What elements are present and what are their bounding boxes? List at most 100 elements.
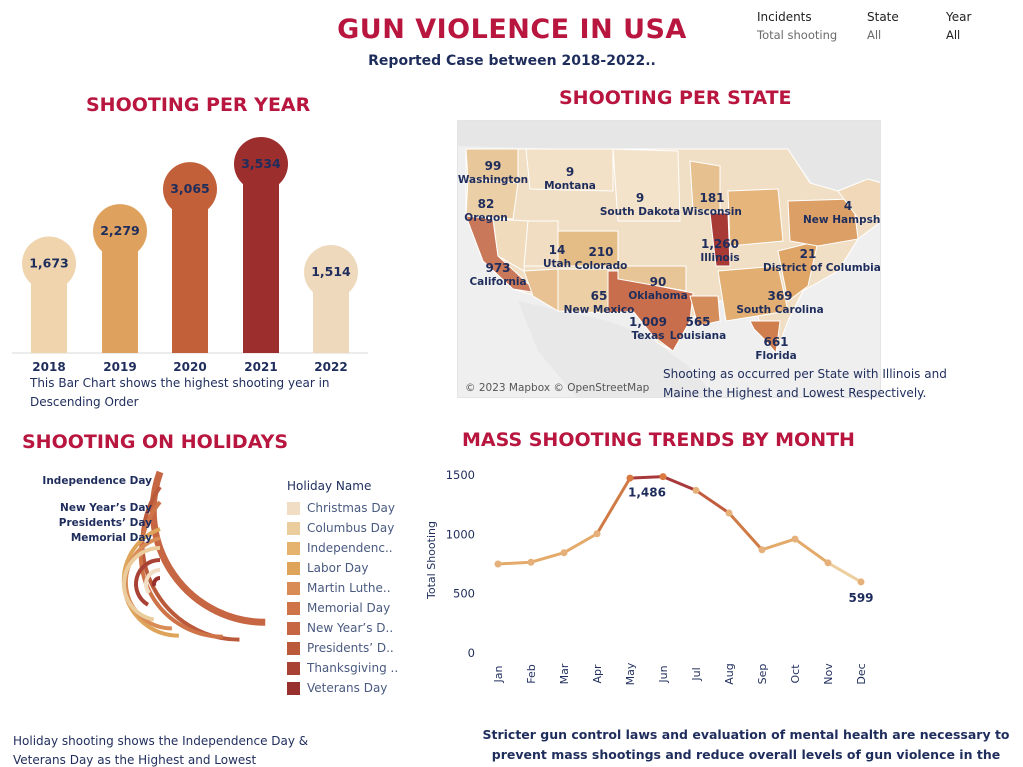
map-state-label[interactable]: 82 Oregon <box>458 197 531 225</box>
filter-incidents[interactable]: Incidents Total shooting <box>757 10 837 42</box>
holiday-chart-title: SHOOTING ON HOLIDAYS <box>22 431 289 453</box>
bar-value-label: 1,514 <box>311 264 351 279</box>
line-point[interactable] <box>626 474 634 482</box>
line-segment <box>662 475 697 492</box>
line-point[interactable] <box>527 558 535 566</box>
line-point[interactable] <box>857 578 865 586</box>
holiday-ring[interactable] <box>149 470 266 626</box>
line-segment <box>761 537 796 552</box>
line-point[interactable] <box>494 560 502 568</box>
y-tick-label: 0 <box>468 646 475 660</box>
legend-item[interactable]: Memorial Day <box>287 598 398 618</box>
line-segment <box>695 489 730 515</box>
bar-head <box>304 245 358 300</box>
map-state-name: Oregon <box>464 212 508 224</box>
y-tick-label: 500 <box>453 587 475 601</box>
x-tick-label: Nov <box>822 663 835 685</box>
holiday-ring[interactable] <box>123 536 172 631</box>
holiday-ring[interactable] <box>122 546 161 622</box>
filter-year[interactable]: Year All <box>946 10 971 42</box>
legend-swatch <box>287 561 300 575</box>
map-state-label[interactable]: 1,260 Illinois <box>675 237 765 265</box>
legend-item[interactable]: Veterans Day <box>287 678 398 698</box>
map-state-label[interactable]: 9 South Dakota <box>595 191 685 219</box>
map-state-label[interactable]: 369 South Carolina <box>735 289 825 317</box>
filter-value[interactable]: Total shooting <box>757 28 838 42</box>
legend-item[interactable]: Presidents’ D.. <box>287 638 398 658</box>
legend-item[interactable]: New Year’s D.. <box>287 618 398 638</box>
legend-swatch <box>287 621 300 635</box>
legend-item[interactable]: Independenc.. <box>287 538 398 558</box>
year-bar[interactable]: 3,534 <box>234 137 288 353</box>
map-state-label[interactable]: 90 Oklahoma <box>613 275 703 303</box>
filter-value[interactable]: All <box>946 28 961 42</box>
state-oklahoma <box>617 265 687 292</box>
x-tick-label: May <box>624 662 637 685</box>
line-segment <box>530 551 565 564</box>
bar-stem <box>243 164 279 353</box>
legend-item[interactable]: Labor Day <box>287 558 398 578</box>
x-tick-label: Jul <box>690 667 703 681</box>
line-point[interactable] <box>560 549 568 557</box>
state-map-title: SHOOTING PER STATE <box>559 87 792 109</box>
legend-item[interactable]: Christmas Day <box>287 498 398 518</box>
bar-value-label: 3,534 <box>241 156 281 171</box>
legend-label: Thanksgiving .. <box>307 661 399 675</box>
map-state-value: 21 <box>799 247 817 261</box>
year-bar[interactable]: 2,279 <box>93 204 147 353</box>
map-state-label[interactable]: 1,009 Texas <box>603 315 693 343</box>
neighbor-land <box>518 301 717 397</box>
map-state-label[interactable]: 65 New Mexico <box>554 289 644 317</box>
line-point[interactable] <box>758 546 766 554</box>
map-state-label[interactable]: 14 Utah <box>512 243 602 271</box>
holiday-ring[interactable] <box>134 558 161 607</box>
map-state-value: 14 <box>548 243 566 257</box>
legend-item[interactable]: Columbus Day <box>287 518 398 538</box>
map-state-value: 90 <box>649 275 667 289</box>
bar-head <box>93 204 147 259</box>
map-state-value: 99 <box>484 159 502 173</box>
legend-swatch <box>287 661 300 675</box>
state-montana <box>525 148 614 192</box>
map-state-label[interactable]: 661 Florida <box>731 335 821 363</box>
line-point[interactable] <box>725 509 733 517</box>
x-tick-label: Jan <box>492 665 505 683</box>
legend-item[interactable]: Martin Luthe.. <box>287 578 398 598</box>
map-state-label[interactable]: 99 Washington <box>458 159 538 187</box>
map-state-label[interactable]: 181 Wisconsin <box>667 191 757 219</box>
line-point[interactable] <box>659 473 667 481</box>
x-tick-label: 2019 <box>103 360 136 374</box>
map-state-label[interactable]: 565 Louisiana <box>653 315 743 343</box>
year-bar[interactable]: 1,514 <box>304 245 358 353</box>
year-bar[interactable]: 1,673 <box>22 236 76 353</box>
filter-state[interactable]: State All <box>867 10 899 42</box>
legend-label: Columbus Day <box>307 521 395 535</box>
line-point[interactable] <box>791 535 799 543</box>
line-point[interactable] <box>692 486 700 494</box>
x-tick-label: 2020 <box>173 360 206 374</box>
map-state-label[interactable]: 21 District of Columbia <box>763 247 880 275</box>
state-map-note: Shooting as occurred per State with Illi… <box>663 367 947 400</box>
neighbor-land <box>458 121 880 199</box>
x-tick-label: Feb <box>525 664 538 683</box>
state-map[interactable]: 99 Washington 82 Oregon 9 Montana 9 South Dakot… <box>457 120 881 398</box>
year-bar[interactable]: 3,065 <box>163 162 217 353</box>
state-carolinas <box>777 240 819 302</box>
holiday-ring[interactable] <box>152 576 161 587</box>
holiday-ring[interactable] <box>144 568 161 595</box>
bar-value-label: 1,673 <box>29 256 69 271</box>
line-point[interactable] <box>824 559 832 567</box>
map-state-label[interactable]: 973 California <box>458 261 543 289</box>
map-state-label[interactable]: 210 Colorado <box>556 245 646 273</box>
legend-item[interactable]: Thanksgiving .. <box>287 658 398 678</box>
filter-value[interactable]: All <box>867 28 882 42</box>
bar-value-label: 2,279 <box>100 223 140 238</box>
x-tick-label: Dec <box>855 663 868 684</box>
line-point[interactable] <box>593 530 601 538</box>
map-state-label[interactable]: 9 Montana <box>525 165 615 193</box>
state-midwest <box>727 188 784 247</box>
holiday-radial-chart: Independence Day New Year’s Day Presidents… <box>42 470 266 642</box>
ring-label: New Year’s Day <box>60 502 152 514</box>
map-state-value: 82 <box>477 197 495 211</box>
